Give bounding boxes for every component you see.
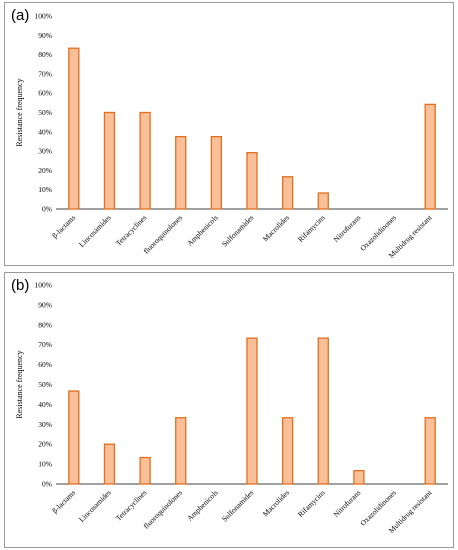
bar	[103, 443, 116, 485]
y-tick-label: 40%	[38, 127, 52, 136]
y-tick-label: 40%	[38, 400, 52, 409]
y-axis-label: Resistance frequency	[15, 350, 24, 418]
y-tick-label: 20%	[38, 440, 52, 449]
bar	[139, 111, 151, 210]
y-tick-label: 20%	[38, 166, 52, 175]
x-tick-label: Rifamycins	[296, 213, 327, 244]
x-tick-label: Sulfonamides	[220, 488, 256, 524]
bar	[424, 103, 436, 210]
y-tick-label: 80%	[38, 50, 52, 59]
bar	[246, 151, 258, 210]
y-tick-label: 50%	[38, 108, 52, 117]
bar	[246, 337, 258, 485]
x-tick-label: Lincosamides	[77, 488, 113, 524]
x-tick-label: Oxazolidinones	[358, 213, 398, 253]
bar	[210, 135, 223, 210]
x-tick-label: β-lactams	[50, 213, 77, 240]
y-tick-label: 10%	[38, 185, 52, 194]
bar	[175, 135, 187, 210]
chart-panel-a: (a) 0% 10% 20% 30% 40% 50% 60% 70% 80% 90% 100% Res…	[4, 2, 454, 266]
x-tick-label: Macrolides	[261, 213, 291, 243]
bar	[281, 176, 294, 210]
x-tick-label: Tetracyclines	[114, 488, 149, 523]
x-tick-label: Nitrofurans	[332, 488, 363, 519]
y-tick-label: 70%	[38, 69, 52, 78]
y-tick-label: 100%	[35, 12, 53, 21]
bar	[281, 417, 294, 485]
y-tick-label: 50%	[38, 380, 52, 389]
y-tick-label: 30%	[38, 147, 52, 156]
bar	[103, 111, 116, 210]
x-tick-label: Rifamycins	[296, 488, 327, 519]
y-tick-label: 90%	[38, 300, 52, 309]
chart-panel-b: (b) 0% 10% 20% 30% 40% 50% 60% 70% 80% 90% 100% Res…	[4, 272, 454, 548]
panel-label: (b)	[11, 277, 30, 294]
x-tick-label: Oxazolidinones	[358, 488, 398, 528]
x-tick-label: Nitrofurans	[332, 213, 363, 244]
bar	[353, 470, 365, 485]
y-tick-label: 0%	[42, 205, 52, 214]
bar	[175, 417, 187, 485]
bar-chart-a: 0% 10% 20% 30% 40% 50% 60% 70% 80% 90% 100% Resista…	[15, 12, 448, 260]
panel-label: (a)	[11, 7, 30, 24]
x-tick-label: Amphenicols	[185, 488, 220, 523]
y-tick-label: 60%	[38, 360, 52, 369]
x-tick-label: Amphenicols	[185, 213, 220, 248]
x-tick-label: Tetracyclines	[114, 213, 149, 248]
y-tick-label: 100%	[35, 281, 53, 290]
y-tick-label: 10%	[38, 460, 52, 469]
x-tick-label: β-lactams	[50, 488, 77, 515]
bar	[317, 337, 329, 485]
y-axis-label: Resistance frequency	[15, 78, 24, 146]
y-tick-label: 90%	[38, 31, 52, 40]
bar	[68, 47, 80, 210]
y-tick-label: 70%	[38, 340, 52, 349]
x-tick-label: Macrolides	[261, 488, 291, 518]
y-tick-label: 0%	[42, 480, 52, 489]
bar-chart-b: 0% 10% 20% 30% 40% 50% 60% 70% 80% 90% 100% Resista…	[15, 281, 448, 535]
bar	[317, 192, 329, 210]
bar	[139, 456, 151, 485]
y-tick-label: 60%	[38, 89, 52, 98]
x-tick-label: Lincosamides	[77, 213, 113, 249]
x-tick-label: Sulfonamides	[220, 213, 256, 249]
y-tick-label: 30%	[38, 420, 52, 429]
bar	[68, 390, 80, 485]
y-tick-label: 80%	[38, 320, 52, 329]
bar	[424, 417, 436, 485]
